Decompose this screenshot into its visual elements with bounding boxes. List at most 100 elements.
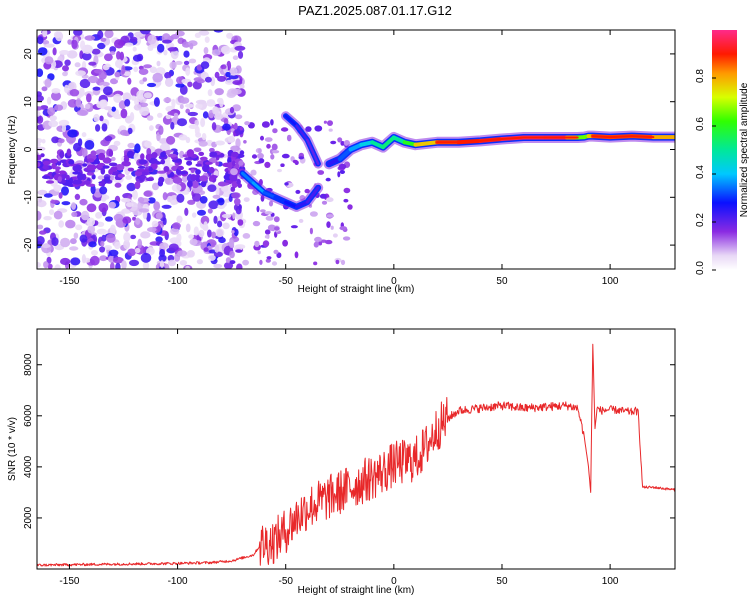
noise-blob	[309, 211, 318, 217]
noise-blob	[330, 225, 334, 230]
noise-blob	[172, 176, 183, 184]
noise-blob	[242, 259, 250, 266]
noise-blob	[232, 55, 239, 60]
noise-blob	[194, 119, 199, 127]
noise-blob	[75, 98, 82, 108]
noise-blob	[58, 119, 70, 126]
noise-blob	[147, 227, 157, 233]
noise-blob	[318, 241, 323, 246]
noise-blob	[44, 56, 54, 65]
noise-blob	[103, 86, 113, 96]
noise-blob	[119, 51, 125, 61]
noise-blob	[75, 224, 83, 231]
noise-blob	[146, 115, 154, 121]
noise-blob	[149, 125, 154, 131]
noise-blob	[271, 143, 278, 151]
noise-blob	[234, 198, 241, 206]
noise-blob	[264, 137, 273, 143]
noise-blob	[98, 71, 107, 80]
noise-blob	[189, 238, 198, 246]
noise-blob	[102, 64, 110, 71]
noise-blob	[188, 234, 195, 239]
noise-blob	[115, 262, 121, 269]
noise-blob	[56, 161, 62, 166]
noise-blob	[226, 32, 234, 39]
lower-branch-segment	[241, 171, 255, 185]
noise-blob	[214, 71, 220, 79]
noise-blob	[235, 249, 243, 253]
noise-blob	[208, 200, 219, 210]
noise-blob	[298, 156, 305, 160]
noise-blob	[99, 246, 106, 253]
noise-blob	[172, 222, 181, 230]
y-tick-label: 0	[23, 146, 34, 152]
noise-blob	[280, 127, 289, 132]
noise-blob	[132, 46, 137, 52]
noise-blob	[243, 197, 250, 203]
noise-blob	[319, 193, 327, 199]
noise-blob	[190, 174, 197, 181]
noise-blob	[160, 159, 166, 165]
noise-blob	[281, 153, 290, 159]
noise-blob	[61, 124, 67, 133]
noise-blob	[74, 193, 81, 200]
noise-blob	[217, 97, 223, 104]
noise-blob	[95, 211, 103, 219]
noise-blob	[195, 103, 203, 109]
noise-blob	[234, 45, 246, 51]
noise-blob	[51, 88, 61, 94]
noise-blob	[81, 132, 87, 138]
noise-blob	[163, 49, 168, 56]
noise-blob	[149, 66, 157, 74]
noise-blob	[42, 40, 50, 45]
noise-blob	[208, 254, 216, 261]
noise-blob	[223, 118, 229, 126]
noise-blob	[196, 79, 205, 84]
noise-blob	[84, 103, 91, 110]
noise-blob	[77, 173, 84, 181]
noise-blob	[157, 112, 163, 118]
noise-blob	[171, 98, 176, 109]
noise-blob	[209, 151, 218, 157]
noise-blob	[243, 140, 247, 144]
noise-blob	[39, 230, 47, 235]
noise-blob	[187, 111, 198, 117]
noise-blob	[272, 128, 278, 134]
noise-blob	[258, 148, 262, 154]
noise-blob	[123, 232, 131, 242]
noise-blob	[66, 148, 72, 157]
noise-blob	[99, 186, 108, 195]
snr-axes: -150 -100 -50 0 50 100 2000 4000 6000 8000	[23, 329, 675, 587]
noise-blob	[195, 169, 201, 175]
noise-blob	[138, 159, 148, 165]
noise-blob	[93, 113, 100, 122]
noise-blob	[121, 197, 131, 203]
noise-blob	[64, 59, 71, 66]
noise-blob	[203, 247, 209, 252]
noise-blob	[146, 153, 152, 161]
noise-blob	[108, 201, 116, 209]
noise-blob	[115, 59, 123, 68]
noise-blob	[89, 255, 100, 266]
noise-blob	[37, 236, 45, 245]
noise-blob	[159, 242, 169, 250]
noise-blob	[317, 170, 325, 175]
noise-blob	[95, 124, 101, 132]
lower-branch-segment	[273, 195, 288, 204]
noise-blob	[79, 87, 85, 97]
main-ridge-core	[609, 135, 633, 139]
noise-blob	[55, 168, 60, 175]
noise-blob	[343, 198, 349, 203]
noise-blob	[80, 210, 90, 221]
noise-blob	[145, 177, 154, 182]
noise-blob	[91, 48, 101, 55]
colorbar-ticks: 0.0 0.2 0.4 0.6 0.8	[695, 69, 716, 275]
noise-blob	[271, 261, 278, 266]
noise-blob	[264, 229, 271, 235]
noise-blob	[260, 209, 266, 213]
noise-blob	[87, 158, 95, 163]
noise-blob	[125, 175, 132, 180]
noise-blob	[84, 35, 96, 41]
noise-blob	[153, 201, 161, 211]
x-tick-label: 0	[391, 576, 397, 587]
